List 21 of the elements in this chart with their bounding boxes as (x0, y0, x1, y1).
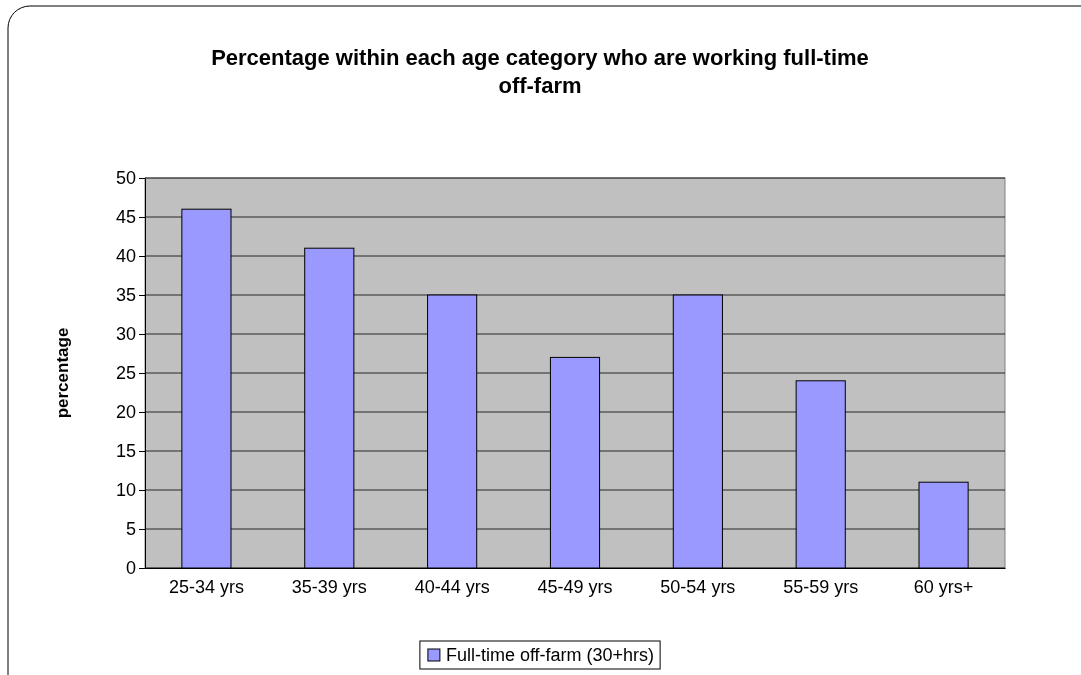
y-tick-label: 50 (115, 168, 136, 189)
x-tick-label: 55-59 yrs (783, 576, 859, 597)
x-tick-label: 60 yrs+ (913, 576, 974, 597)
y-tick-label: 40 (115, 246, 136, 267)
x-tick-label: 45-49 yrs (537, 576, 613, 597)
x-tick-label: 25-34 yrs (168, 576, 244, 597)
y-tick-label: 25 (115, 363, 136, 384)
y-tick-label: 30 (115, 324, 136, 345)
y-tick-label: 0 (125, 558, 136, 579)
y-tick-label: 45 (115, 207, 136, 228)
y-tick-label: 15 (115, 441, 136, 462)
y-axis-title: percentage (53, 327, 72, 419)
legend-label: Full-time off-farm (30+hrs) (445, 645, 655, 665)
x-tick-label: 35-39 yrs (291, 576, 367, 597)
y-tick-label: 5 (125, 519, 136, 540)
y-tick-label: 20 (115, 402, 136, 423)
y-tick-label: 35 (115, 285, 136, 306)
y-tick-label: 10 (115, 480, 136, 501)
x-tick-label: 50-54 yrs (660, 576, 736, 597)
chart-title: Percentage within each age category who are working full-time off-farm (211, 45, 869, 98)
x-tick-label: 40-44 yrs (414, 576, 490, 597)
